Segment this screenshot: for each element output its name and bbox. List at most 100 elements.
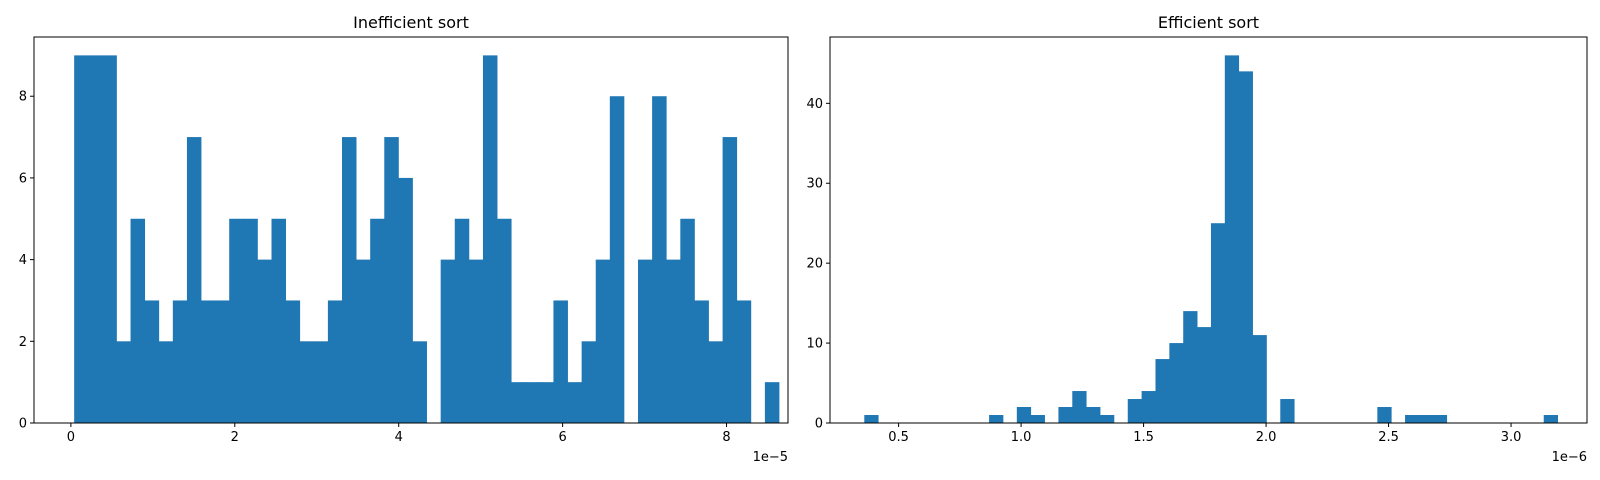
histogram-bar: [1155, 359, 1170, 423]
histogram-bar: [398, 177, 413, 423]
histogram-bar: [1405, 415, 1420, 423]
histogram-bar: [1224, 55, 1240, 423]
histogram-bar: [609, 96, 625, 424]
x-tick-label: 2.0: [1256, 430, 1277, 445]
histogram-bar: [285, 300, 301, 423]
histogram-bar: [440, 259, 456, 423]
x-offset-label: 1e−6: [1552, 450, 1587, 465]
histogram-bar: [567, 382, 583, 423]
histogram-bar: [539, 382, 554, 423]
histogram-efficient-sort: Efficient sort 0 10 20 30 40 0.5 1.0 1.5 2.0 2.5…: [806, 13, 1588, 465]
y-tick-label: 8: [19, 90, 27, 105]
histogram-bar: [1058, 407, 1073, 423]
histogram-bar: [215, 300, 230, 423]
x-tick-label: 2.5: [1378, 430, 1399, 445]
y-tick-label: 40: [806, 97, 823, 112]
histogram-bar: [638, 259, 653, 423]
histogram-bar: [581, 341, 597, 423]
histogram-bar: [144, 300, 160, 423]
y-tick-label: 20: [806, 257, 823, 272]
chart-title: Efficient sort: [1158, 13, 1259, 32]
histogram-bar: [1183, 311, 1198, 423]
histogram-bar: [229, 218, 244, 423]
x-tick-label: 6: [558, 430, 566, 445]
histogram-bar: [482, 55, 498, 423]
histogram-bar: [511, 382, 526, 423]
histogram-bar: [722, 137, 738, 423]
histogram-bar: [88, 55, 103, 423]
chart-title: Inefficient sort: [353, 13, 469, 32]
histogram-bar: [299, 341, 315, 423]
histogram-bar: [680, 218, 695, 423]
histogram-bar: [356, 259, 371, 423]
histogram-bar: [553, 300, 568, 423]
axes-frame: [33, 36, 789, 424]
x-tick-label: 3.0: [1501, 430, 1522, 445]
histogram-bar: [652, 96, 667, 424]
y-tick-label: 2: [19, 335, 27, 350]
histogram-bar: [736, 300, 752, 423]
x-axis: 0 2 4 6 8: [67, 423, 731, 445]
histogram-bar: [257, 259, 272, 423]
histogram-bar: [1280, 399, 1295, 423]
x-tick-label: 1.5: [1133, 430, 1154, 445]
bars: [74, 55, 780, 424]
histogram-bar: [1127, 399, 1143, 423]
histogram-bar: [454, 218, 470, 423]
x-tick-label: 0: [67, 430, 75, 445]
histogram-bar: [1418, 415, 1434, 423]
y-tick-label: 4: [19, 253, 27, 268]
y-tick-label: 0: [19, 417, 27, 432]
histogram-bar: [186, 137, 202, 423]
x-axis: 0.5 1.0 1.5 2.0 2.5 3.0: [888, 423, 1521, 445]
histogram-bar: [1543, 415, 1559, 423]
y-tick-label: 0: [815, 417, 823, 432]
histogram-bar: [1100, 415, 1115, 423]
histogram-bar: [1377, 407, 1392, 423]
y-axis: 0 10 20 30 40: [806, 97, 830, 432]
histogram-bar: [271, 218, 287, 423]
y-tick-label: 30: [806, 177, 823, 192]
x-offset-label: 1e−5: [753, 450, 788, 465]
y-tick-label: 10: [806, 337, 823, 352]
y-axis: 0 2 4 6 8: [19, 90, 34, 432]
histogram-bar: [130, 218, 146, 423]
x-tick-label: 1.0: [1011, 430, 1032, 445]
histogram-bar: [74, 55, 89, 423]
histogram-bar: [864, 415, 879, 423]
histogram-bar: [102, 55, 117, 423]
histogram-bar: [341, 137, 357, 423]
histogram-bar: [1238, 71, 1253, 424]
histogram-bar: [1016, 407, 1032, 423]
histogram-bar: [468, 259, 484, 423]
histogram-bar: [201, 300, 216, 423]
histogram-bar: [694, 300, 709, 423]
axes-frame: [829, 36, 1588, 424]
histogram-bar: [708, 341, 723, 423]
histogram-bar: [243, 218, 258, 423]
histogram-bar: [158, 341, 174, 423]
histogram-bar: [525, 382, 540, 423]
histogram-bar: [1197, 327, 1212, 423]
histogram-bar: [497, 218, 512, 423]
histogram-bar: [1072, 391, 1087, 423]
histogram-bar: [412, 341, 427, 423]
histogram-bar: [1141, 391, 1156, 423]
histogram-bar: [370, 218, 385, 423]
histogram-bar: [1210, 223, 1226, 423]
histogram-bar: [172, 300, 188, 423]
x-tick-label: 8: [722, 430, 730, 445]
x-tick-label: 4: [395, 430, 403, 445]
histogram-bar: [1432, 415, 1448, 423]
histogram-bar: [666, 259, 681, 423]
bars: [864, 55, 1559, 424]
histogram-bar: [764, 382, 780, 423]
histogram-bar: [595, 259, 611, 423]
histogram-bar: [327, 300, 343, 423]
y-tick-label: 6: [19, 171, 27, 186]
x-tick-label: 0.5: [888, 430, 909, 445]
histogram-bar: [116, 341, 131, 423]
histogram-bar: [1169, 343, 1184, 423]
histogram-bar: [384, 137, 399, 423]
